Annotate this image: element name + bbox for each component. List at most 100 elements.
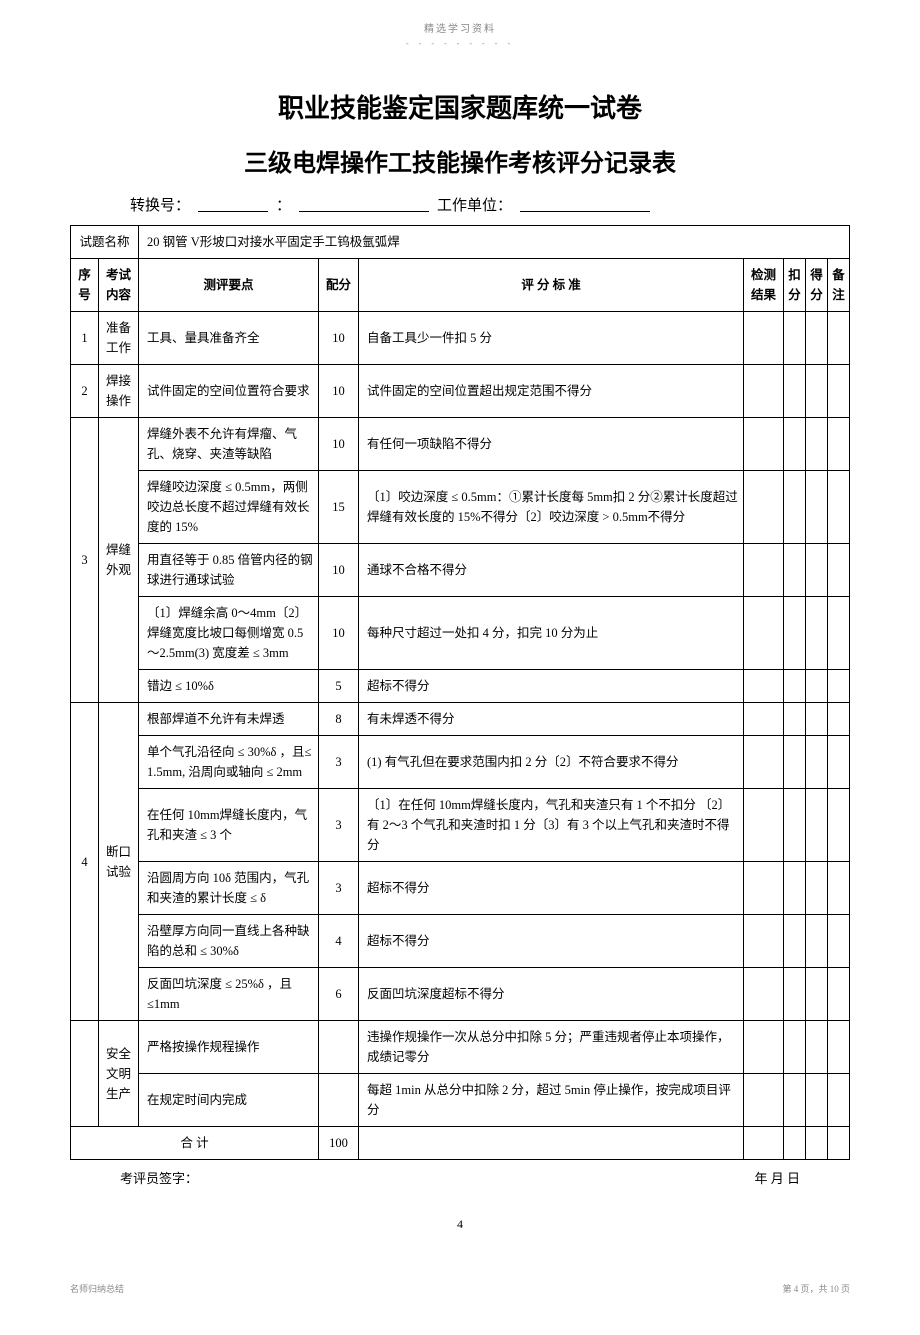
table-row: 反面凹坑深度 ≤ 25%δ ，且 ≤1mm 6 反面凹坑深度超标不得分 bbox=[71, 968, 850, 1021]
cell-get bbox=[806, 1074, 828, 1127]
cell-empty bbox=[784, 1127, 806, 1160]
cell-result bbox=[744, 703, 784, 736]
cell-get bbox=[806, 736, 828, 789]
cell-deduct bbox=[784, 544, 806, 597]
convert-blank-2 bbox=[299, 194, 429, 212]
cell-alloc: 10 bbox=[319, 418, 359, 471]
cell-alloc: 3 bbox=[319, 862, 359, 915]
cell-seq: 4 bbox=[71, 703, 99, 1021]
cell-get bbox=[806, 312, 828, 365]
cell-empty bbox=[744, 1127, 784, 1160]
cell-empty bbox=[828, 1127, 850, 1160]
cell-alloc: 5 bbox=[319, 670, 359, 703]
cell-deduct bbox=[784, 312, 806, 365]
cell-note bbox=[828, 862, 850, 915]
cell-deduct bbox=[784, 1074, 806, 1127]
convert-label: 转换号： bbox=[130, 194, 190, 215]
cell-result bbox=[744, 670, 784, 703]
cell-empty bbox=[806, 1127, 828, 1160]
cell-point: 焊缝外表不允许有焊瘤、气孔、烧穿、夹渣等缺陷 bbox=[139, 418, 319, 471]
cell-result bbox=[744, 1074, 784, 1127]
th-alloc: 配分 bbox=[319, 259, 359, 312]
cell-alloc: 3 bbox=[319, 789, 359, 862]
bottom-labels: 名师归纳总结 第 4 页，共 10 页 bbox=[70, 1282, 850, 1295]
th-note: 备注 bbox=[828, 259, 850, 312]
footer-line: 考评员签字： 年 月 日 bbox=[70, 1168, 850, 1187]
cell-alloc: 10 bbox=[319, 597, 359, 670]
th-result: 检测结果 bbox=[744, 259, 784, 312]
unit-label: 工作单位： bbox=[437, 194, 512, 215]
cell-get bbox=[806, 471, 828, 544]
cell-point: 在任何 10mm焊缝长度内，气孔和夹渣 ≤ 3 个 bbox=[139, 789, 319, 862]
th-point: 测评要点 bbox=[139, 259, 319, 312]
cell-result bbox=[744, 862, 784, 915]
cell-point: 反面凹坑深度 ≤ 25%δ ，且 ≤1mm bbox=[139, 968, 319, 1021]
bottom-right: 第 4 页，共 10 页 bbox=[782, 1282, 850, 1295]
cell-standard: 有未焊透不得分 bbox=[359, 703, 744, 736]
cell-alloc: 10 bbox=[319, 312, 359, 365]
cell-result bbox=[744, 1021, 784, 1074]
cell-result bbox=[744, 418, 784, 471]
cell-standard: 反面凹坑深度超标不得分 bbox=[359, 968, 744, 1021]
cell-seq: 3 bbox=[71, 418, 99, 703]
cell-deduct bbox=[784, 418, 806, 471]
signer-label: 考评员签字： bbox=[120, 1168, 198, 1187]
cell-point: 在规定时间内完成 bbox=[139, 1074, 319, 1127]
table-row: 〔1〕焊缝余高 0～4mm〔2〕焊缝宽度比坡口每侧增宽 0.5 ～2.5mm(3… bbox=[71, 597, 850, 670]
cell-note bbox=[828, 418, 850, 471]
form-line: 转换号： ： 工作单位： bbox=[70, 194, 850, 215]
cell-point: 沿壁厚方向同一直线上各种缺陷的总和 ≤ 30%δ bbox=[139, 915, 319, 968]
cell-note bbox=[828, 1074, 850, 1127]
cell-standard: 超标不得分 bbox=[359, 862, 744, 915]
cell-get bbox=[806, 544, 828, 597]
cell-result bbox=[744, 471, 784, 544]
cell-standard: 每超 1min 从总分中扣除 2 分，超过 5min 停止操作，按完成项目评分 bbox=[359, 1074, 744, 1127]
cell-standard: (1) 有气孔但在要求范围内扣 2 分〔2〕不符合要求不得分 bbox=[359, 736, 744, 789]
table-row: 在规定时间内完成 每超 1min 从总分中扣除 2 分，超过 5min 停止操作… bbox=[71, 1074, 850, 1127]
cell-standard: 通球不合格不得分 bbox=[359, 544, 744, 597]
th-content: 考试内容 bbox=[99, 259, 139, 312]
cell-get bbox=[806, 418, 828, 471]
title-sub: 三级电焊操作工技能操作考核评分记录表 bbox=[70, 143, 850, 178]
cell-result bbox=[744, 365, 784, 418]
cell-note bbox=[828, 736, 850, 789]
cell-note bbox=[828, 471, 850, 544]
date-label: 年 月 日 bbox=[754, 1168, 800, 1187]
cell-get bbox=[806, 365, 828, 418]
cell-standard: 超标不得分 bbox=[359, 915, 744, 968]
total-row: 合 计 100 bbox=[71, 1127, 850, 1160]
table-row: 在任何 10mm焊缝长度内，气孔和夹渣 ≤ 3 个 3 〔1〕在任何 10mm焊… bbox=[71, 789, 850, 862]
cell-get bbox=[806, 789, 828, 862]
th-get: 得分 bbox=[806, 259, 828, 312]
cell-point: 单个气孔沿径向 ≤ 30%δ ，且≤ 1.5mm, 沿周向或轴向 ≤ 2mm bbox=[139, 736, 319, 789]
table-row: 3 焊缝外观 焊缝外表不允许有焊瘤、气孔、烧穿、夹渣等缺陷 10 有任何一项缺陷… bbox=[71, 418, 850, 471]
cell-note bbox=[828, 365, 850, 418]
cell-standard: 有任何一项缺陷不得分 bbox=[359, 418, 744, 471]
cell-alloc: 6 bbox=[319, 968, 359, 1021]
cell-get bbox=[806, 862, 828, 915]
page-number: 4 bbox=[70, 1217, 850, 1232]
exam-name-value: 20 钢管 V形坡口对接水平固定手工钨极氩弧焊 bbox=[139, 226, 850, 259]
cell-get bbox=[806, 1021, 828, 1074]
cell-standard: 〔1〕在任何 10mm焊缝长度内，气孔和夹渣只有 1 个不扣分 〔2〕有 2～3… bbox=[359, 789, 744, 862]
title-main: 职业技能鉴定国家题库统一试卷 bbox=[70, 88, 850, 125]
table-row: 4 断口试验 根部焊道不允许有未焊透 8 有未焊透不得分 bbox=[71, 703, 850, 736]
header-label: 精选学习资料 bbox=[70, 20, 850, 35]
cell-point: 错边 ≤ 10%δ bbox=[139, 670, 319, 703]
table-row: 用直径等于 0.85 倍管内径的钢球进行通球试验 10 通球不合格不得分 bbox=[71, 544, 850, 597]
cell-alloc: 3 bbox=[319, 736, 359, 789]
cell-point: 焊缝咬边深度 ≤ 0.5mm，两侧咬边总长度不超过焊缝有效长度的 15% bbox=[139, 471, 319, 544]
cell-point: 严格按操作规程操作 bbox=[139, 1021, 319, 1074]
cell-seq bbox=[71, 1021, 99, 1127]
table-row: 沿壁厚方向同一直线上各种缺陷的总和 ≤ 30%δ 4 超标不得分 bbox=[71, 915, 850, 968]
cell-content: 准备工作 bbox=[99, 312, 139, 365]
cell-standard: 每种尺寸超过一处扣 4 分，扣完 10 分为止 bbox=[359, 597, 744, 670]
score-table: 试题名称 20 钢管 V形坡口对接水平固定手工钨极氩弧焊 序号 考试内容 测评要… bbox=[70, 225, 850, 1160]
th-standard: 评 分 标 准 bbox=[359, 259, 744, 312]
header-dots: - - - - - - - - - bbox=[70, 39, 850, 48]
cell-deduct bbox=[784, 471, 806, 544]
cell-deduct bbox=[784, 670, 806, 703]
cell-get bbox=[806, 597, 828, 670]
cell-note bbox=[828, 312, 850, 365]
cell-standard: 试件固定的空间位置超出规定范围不得分 bbox=[359, 365, 744, 418]
